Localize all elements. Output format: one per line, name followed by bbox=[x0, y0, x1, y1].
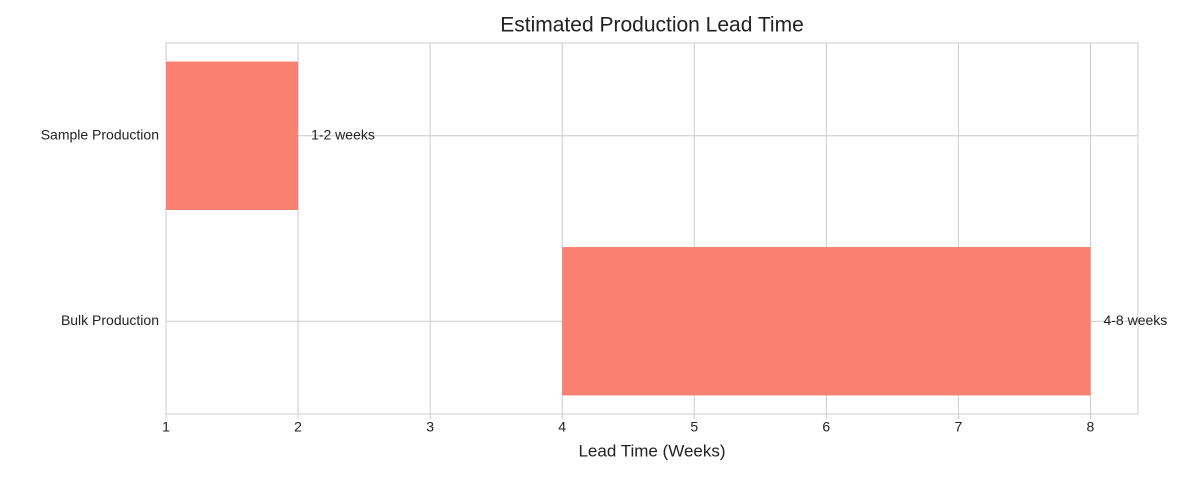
plot-frame bbox=[165, 42, 1139, 415]
x-tick-label: 4 bbox=[558, 419, 566, 435]
bar bbox=[562, 247, 1091, 396]
x-tick-label: 7 bbox=[954, 419, 962, 435]
x-tick-label: 3 bbox=[426, 419, 434, 435]
value-label: 1-2 weeks bbox=[311, 126, 375, 142]
value-label: 4-8 weeks bbox=[1103, 312, 1167, 328]
x-tick-label: 5 bbox=[690, 419, 698, 435]
bar bbox=[166, 61, 299, 210]
x-axis-label: Lead Time (Weeks) bbox=[578, 441, 725, 460]
y-tick-label: Bulk Production bbox=[61, 312, 159, 328]
x-tick-label: 6 bbox=[822, 419, 830, 435]
x-tick-label: 1 bbox=[162, 419, 170, 435]
x-tick-label: 2 bbox=[294, 419, 302, 435]
chart-title: Estimated Production Lead Time bbox=[500, 14, 804, 37]
y-tick-label: Sample Production bbox=[41, 126, 159, 142]
x-tick-label: 8 bbox=[1087, 419, 1095, 435]
